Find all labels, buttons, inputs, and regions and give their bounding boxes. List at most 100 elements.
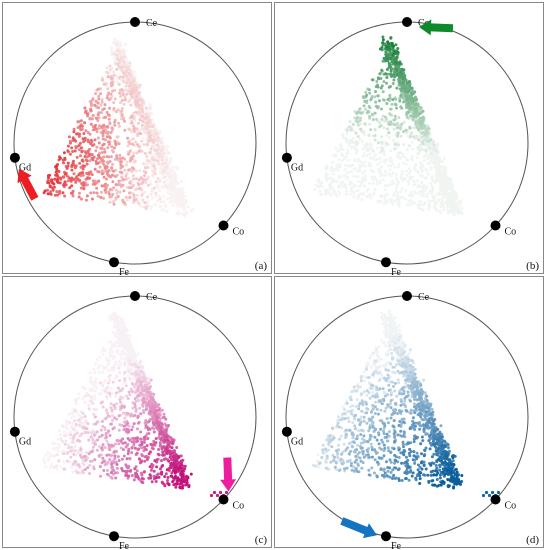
data-point — [352, 191, 356, 195]
data-point — [74, 179, 78, 183]
data-point — [97, 370, 101, 374]
data-point — [131, 377, 135, 381]
data-point — [166, 197, 169, 201]
data-point — [115, 53, 119, 57]
data-point — [139, 412, 143, 416]
data-point — [59, 437, 63, 441]
data-point — [96, 113, 100, 117]
data-point — [123, 168, 127, 172]
data-point — [388, 168, 392, 172]
data-point — [125, 73, 129, 77]
data-point — [403, 197, 407, 201]
data-point — [344, 186, 348, 190]
data-point — [134, 110, 138, 114]
data-point — [61, 449, 65, 453]
data-point — [426, 139, 430, 143]
data-point — [77, 173, 81, 177]
data-point — [100, 420, 104, 423]
data-point — [132, 127, 136, 131]
data-point — [158, 443, 162, 447]
data-point — [154, 180, 158, 184]
data-point — [360, 198, 364, 202]
data-point — [113, 97, 117, 101]
data-point — [423, 189, 427, 193]
data-point — [388, 51, 392, 55]
data-point — [368, 144, 372, 148]
data-point — [446, 202, 450, 206]
data-point — [87, 171, 91, 175]
data-point — [105, 439, 109, 443]
data-point — [417, 138, 421, 142]
data-point — [46, 192, 50, 196]
data-point — [106, 160, 109, 164]
data-point — [142, 372, 146, 376]
data-point — [108, 351, 112, 355]
data-point — [131, 142, 134, 146]
data-point — [123, 371, 127, 374]
data-point — [96, 170, 100, 173]
data-point — [132, 193, 136, 197]
data-point — [123, 420, 127, 424]
data-point — [130, 474, 134, 477]
data-point — [153, 167, 157, 171]
data-point — [391, 82, 395, 85]
data-point — [101, 137, 105, 141]
data-point — [391, 162, 395, 166]
data-point — [364, 178, 368, 182]
data-point — [134, 100, 138, 104]
data-point — [141, 180, 145, 184]
data-point — [328, 185, 332, 189]
data-point — [80, 149, 84, 153]
data-point — [124, 163, 128, 167]
data-point — [109, 471, 113, 475]
data-point — [362, 104, 366, 108]
data-point — [109, 92, 113, 96]
data-point — [120, 467, 124, 470]
data-point — [134, 140, 138, 144]
data-point — [363, 174, 367, 178]
data-point — [134, 177, 138, 181]
data-point — [166, 169, 169, 173]
data-point — [115, 68, 119, 71]
data-point — [108, 68, 112, 72]
data-point — [106, 368, 110, 372]
data-point — [363, 160, 367, 164]
data-point — [419, 200, 423, 203]
data-point — [77, 195, 81, 199]
data-point — [119, 352, 123, 356]
data-point — [146, 390, 150, 394]
data-point — [108, 458, 112, 461]
data-point — [397, 116, 401, 120]
data-point — [421, 148, 425, 152]
data-point — [93, 138, 97, 142]
data-point — [67, 135, 71, 139]
data-point — [108, 394, 112, 398]
data-point — [69, 445, 73, 449]
data-point — [368, 181, 371, 185]
data-point — [167, 167, 171, 171]
data-point — [131, 90, 135, 94]
data-point — [181, 187, 184, 191]
data-point — [126, 198, 129, 202]
data-point — [117, 414, 121, 418]
data-point — [92, 191, 96, 195]
data-point — [431, 147, 435, 151]
data-point — [397, 197, 401, 200]
data-point — [156, 152, 160, 156]
data-point — [97, 392, 101, 396]
data-point — [104, 186, 108, 190]
data-point — [114, 442, 118, 446]
data-point — [147, 135, 151, 139]
data-point — [435, 169, 439, 173]
data-point — [137, 421, 140, 425]
data-point — [122, 454, 126, 458]
data-point — [71, 470, 75, 474]
data-point — [97, 454, 101, 458]
data-point — [182, 208, 186, 212]
data-point — [158, 179, 162, 183]
data-point — [145, 142, 149, 146]
data-point — [105, 395, 109, 399]
data-point — [126, 136, 130, 140]
data-point — [137, 398, 140, 402]
data-point — [132, 151, 136, 155]
